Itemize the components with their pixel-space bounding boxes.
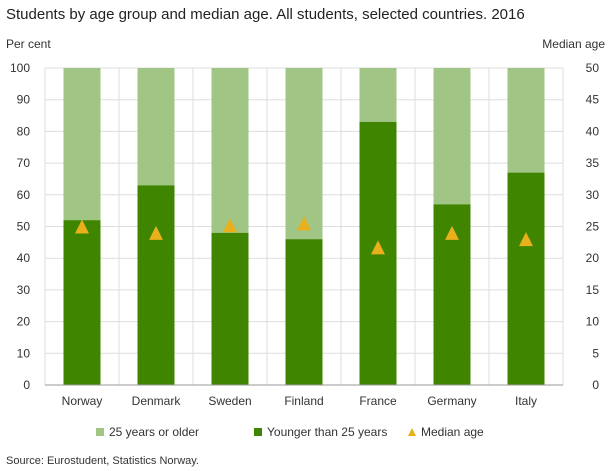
bar-younger-than-25 bbox=[137, 185, 175, 385]
y2-tick-label: 10 bbox=[586, 315, 600, 329]
legend-swatch bbox=[254, 428, 262, 436]
median-age-marker bbox=[371, 240, 385, 255]
y-tick-label: 100 bbox=[10, 61, 30, 75]
y2-tick-label: 50 bbox=[586, 61, 600, 75]
x-tick-label: France bbox=[359, 394, 397, 408]
median-age-marker bbox=[297, 216, 311, 231]
y-tick-label: 50 bbox=[17, 220, 31, 234]
chart-title: Students by age group and median age. Al… bbox=[6, 6, 525, 23]
x-tick-label: Germany bbox=[427, 394, 476, 408]
bar-younger-than-25 bbox=[285, 239, 323, 385]
x-tick-label: Sweden bbox=[208, 394, 251, 408]
legend-swatch bbox=[96, 428, 104, 436]
y2-tick-label: 45 bbox=[586, 93, 600, 107]
y-tick-label: 30 bbox=[17, 283, 31, 297]
y2-tick-label: 0 bbox=[592, 378, 599, 392]
y-axis-title: Per cent bbox=[6, 37, 51, 51]
y2-tick-label: 25 bbox=[586, 220, 600, 234]
legend-marker-median-age bbox=[408, 428, 416, 436]
bar-younger-than-25 bbox=[507, 172, 545, 385]
bar-25-or-older bbox=[63, 68, 101, 221]
x-tick-label: Italy bbox=[515, 394, 537, 408]
y-tick-label: 90 bbox=[17, 93, 31, 107]
y-tick-label: 40 bbox=[17, 251, 31, 265]
bar-25-or-older bbox=[359, 68, 397, 122]
y-tick-label: 10 bbox=[17, 346, 31, 360]
x-tick-label: Norway bbox=[62, 394, 103, 408]
y-tick-label: 70 bbox=[17, 156, 31, 170]
median-age-marker bbox=[149, 225, 163, 240]
bar-25-or-older bbox=[285, 68, 323, 240]
legend-label: Median age bbox=[421, 425, 484, 439]
median-age-marker bbox=[75, 219, 89, 234]
y-tick-label: 80 bbox=[17, 124, 31, 138]
y-tick-label: 60 bbox=[17, 188, 31, 202]
median-age-marker bbox=[519, 232, 533, 247]
y2-tick-label: 5 bbox=[592, 346, 599, 360]
median-age-marker bbox=[445, 225, 459, 240]
median-age-marker bbox=[223, 218, 237, 233]
source-note: Source: Eurostudent, Statistics Norway. bbox=[6, 455, 199, 467]
y2-tick-label: 35 bbox=[586, 156, 600, 170]
y-tick-label: 0 bbox=[23, 378, 30, 392]
legend-label: 25 years or older bbox=[109, 425, 199, 439]
y2-tick-label: 20 bbox=[586, 251, 600, 265]
y2-tick-label: 15 bbox=[586, 283, 600, 297]
x-tick-label: Finland bbox=[284, 394, 323, 408]
legend-label: Younger than 25 years bbox=[267, 425, 387, 439]
bar-25-or-older bbox=[211, 68, 249, 233]
x-tick-label: Denmark bbox=[132, 394, 182, 408]
y2-axis-title: Median age bbox=[542, 37, 605, 51]
y2-tick-label: 30 bbox=[586, 188, 600, 202]
bar-25-or-older bbox=[433, 68, 471, 205]
bar-25-or-older bbox=[507, 68, 545, 173]
bar-younger-than-25 bbox=[211, 232, 249, 385]
bar-younger-than-25 bbox=[63, 220, 101, 385]
y2-tick-label: 40 bbox=[586, 124, 600, 138]
bar-25-or-older bbox=[137, 68, 175, 186]
y-tick-label: 20 bbox=[17, 315, 31, 329]
